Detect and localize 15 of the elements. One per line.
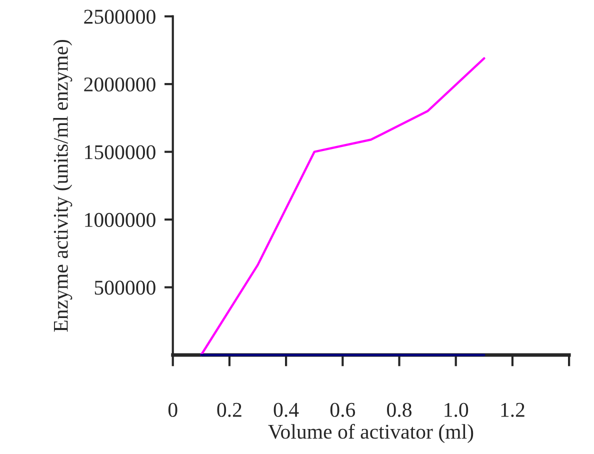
x-tick-label: 0.2 <box>217 402 242 418</box>
x-tick-label: 0.8 <box>387 402 412 418</box>
x-tick-label: 0.4 <box>274 402 299 418</box>
x-tick-label: 0 <box>168 402 178 417</box>
x-tick-label: 0.6 <box>330 402 356 418</box>
y-tick-label: 1000000 <box>85 212 156 227</box>
x-axis-title: Volume of activator (ml) <box>268 424 474 444</box>
y-tick-label: 2500000 <box>84 10 156 24</box>
y-tick-label: 2000000 <box>84 77 156 92</box>
y-tick-label: 500000 <box>94 280 156 295</box>
x-tick-label: 1.2 <box>501 402 524 418</box>
y-axis-title: Enzyme activity (units/ml enzyme) <box>53 40 72 332</box>
x-tick-label: 1.0 <box>444 402 468 418</box>
y-tick-label: 1500000 <box>85 145 156 160</box>
line-series <box>200 57 486 356</box>
